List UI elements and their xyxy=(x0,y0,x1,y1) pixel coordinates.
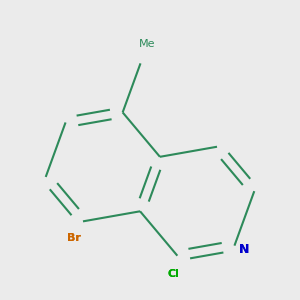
Text: N: N xyxy=(239,243,249,256)
Text: Br: Br xyxy=(66,231,82,244)
Text: Me: Me xyxy=(139,39,156,49)
Text: Br: Br xyxy=(67,233,81,243)
Text: N: N xyxy=(238,242,250,256)
Text: Br: Br xyxy=(67,233,81,243)
Text: Cl: Cl xyxy=(167,268,180,281)
Text: Cl: Cl xyxy=(168,269,180,279)
Text: Cl: Cl xyxy=(168,269,180,279)
Text: N: N xyxy=(239,243,249,256)
